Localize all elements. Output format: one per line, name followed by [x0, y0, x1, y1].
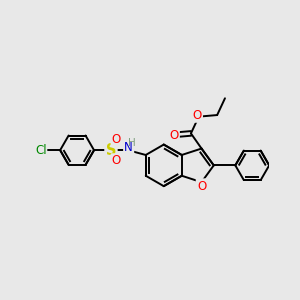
Text: O: O [169, 128, 179, 142]
Text: Cl: Cl [36, 144, 47, 157]
Text: O: O [112, 133, 121, 146]
Text: H: H [128, 138, 136, 148]
Text: O: O [193, 109, 202, 122]
Text: S: S [106, 143, 116, 158]
Text: O: O [112, 154, 121, 167]
Text: O: O [197, 179, 206, 193]
Text: N: N [124, 141, 133, 154]
